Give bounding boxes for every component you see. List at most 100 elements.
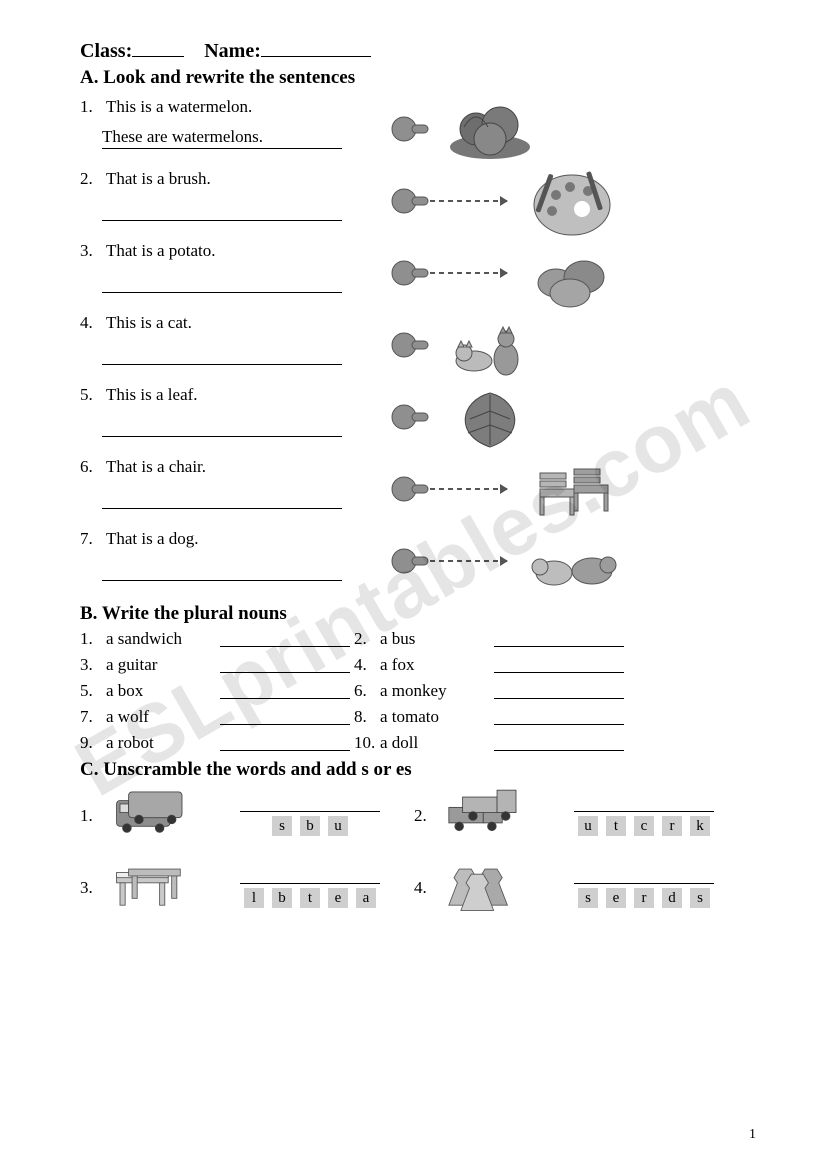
chairs-icon (522, 453, 622, 525)
unscramble-blank[interactable] (574, 868, 714, 884)
pointer-near-icon (390, 399, 434, 435)
item-number: 4. (414, 878, 436, 898)
palette-icon (522, 165, 622, 237)
potatoes-icon (522, 237, 622, 309)
unscramble-blank[interactable] (240, 796, 380, 812)
unscramble-image (440, 785, 540, 847)
question-row: 7. That is a dog. (80, 525, 756, 597)
letter-tile: d (662, 888, 682, 908)
noun-singular: a bus (380, 629, 490, 649)
question-row: 6. That is a chair. (80, 453, 756, 525)
item-number: 8. (354, 707, 376, 727)
answer-line[interactable] (102, 199, 342, 221)
noun-singular: a monkey (380, 681, 490, 701)
plural-blank[interactable] (494, 733, 624, 751)
question-row: 5. This is a leaf. (80, 381, 756, 453)
pointer-near-icon (390, 111, 434, 147)
item-number: 10. (354, 733, 376, 753)
pointer-far-icon (390, 255, 516, 291)
letter-tile: u (578, 816, 598, 836)
question-prompt: This is a cat. (106, 313, 192, 332)
question-prompt: This is a watermelon. (106, 97, 252, 116)
pointer-far-icon (390, 471, 516, 507)
item-number: 2. (354, 629, 376, 649)
item-number: 3. (80, 878, 102, 898)
letter-tile: b (272, 888, 292, 908)
item-number: 1. (80, 629, 102, 649)
letter-tiles: utcrk (578, 816, 710, 836)
letter-tile: u (328, 816, 348, 836)
noun-singular: a fox (380, 655, 490, 675)
question-prompt: That is a potato. (106, 241, 216, 260)
plural-blank[interactable] (494, 655, 624, 673)
cats-icon (440, 309, 540, 381)
item-number: 7. (80, 707, 102, 727)
item-number: 5. (80, 681, 102, 701)
letter-tile: c (634, 816, 654, 836)
plural-blank[interactable] (220, 629, 350, 647)
letter-tile: t (606, 816, 626, 836)
tables-icon (106, 857, 196, 919)
answer-line[interactable] (102, 343, 342, 365)
question-number: 6. (80, 457, 102, 477)
letter-tile: l (244, 888, 264, 908)
answer-line[interactable] (102, 559, 342, 581)
pointer-far-icon (390, 183, 516, 219)
dogs-icon (522, 525, 622, 597)
plural-blank[interactable] (220, 733, 350, 751)
plural-blank[interactable] (220, 655, 350, 673)
class-blank[interactable] (132, 56, 184, 57)
question-row: 3. That is a potato. (80, 237, 756, 309)
section-b-grid: 1. a sandwich 2. a bus 3. a guitar 4. a … (80, 629, 756, 753)
pointer-far-icon (390, 543, 516, 579)
noun-singular: a guitar (106, 655, 216, 675)
plural-blank[interactable] (494, 681, 624, 699)
question-number: 7. (80, 529, 102, 549)
noun-singular: a robot (106, 733, 216, 753)
letter-tile: a (356, 888, 376, 908)
trucks-icon (440, 785, 530, 847)
question-prompt: This is a leaf. (106, 385, 198, 404)
buses-icon (106, 785, 196, 847)
dresses-icon (440, 857, 530, 919)
section-a-title: A. Look and rewrite the sentences (80, 67, 756, 89)
question-number: 1. (80, 97, 102, 117)
question-number: 3. (80, 241, 102, 261)
plural-blank[interactable] (494, 629, 624, 647)
answer-line[interactable] (102, 487, 342, 509)
unscramble-image (106, 785, 206, 847)
letter-tile: s (272, 816, 292, 836)
noun-singular: a box (106, 681, 216, 701)
plural-blank[interactable] (494, 707, 624, 725)
answer-line[interactable] (102, 415, 342, 437)
question-row: 4. This is a cat. (80, 309, 756, 381)
answer-line[interactable] (102, 271, 342, 293)
item-number: 9. (80, 733, 102, 753)
item-number: 6. (354, 681, 376, 701)
class-label: Class: (80, 40, 132, 62)
letter-tiles: sbu (272, 816, 348, 836)
answer-line[interactable]: These are watermelons. (102, 127, 342, 149)
letter-tile: e (606, 888, 626, 908)
plural-blank[interactable] (220, 681, 350, 699)
watermelons-icon (440, 93, 540, 165)
question-number: 5. (80, 385, 102, 405)
item-number: 2. (414, 806, 436, 826)
question-number: 2. (80, 169, 102, 189)
question-prompt: That is a dog. (106, 529, 199, 548)
plural-blank[interactable] (220, 707, 350, 725)
letter-tiles: serds (578, 888, 710, 908)
section-c-title: C. Unscramble the words and add s or es (80, 759, 756, 781)
name-blank[interactable] (261, 56, 371, 57)
question-number: 4. (80, 313, 102, 333)
letter-tile: e (328, 888, 348, 908)
unscramble-blank[interactable] (240, 868, 380, 884)
noun-singular: a tomato (380, 707, 490, 727)
question-row: 2. That is a brush. (80, 165, 756, 237)
unscramble-image (440, 857, 540, 919)
leaves-icon (440, 381, 540, 453)
letter-tile: s (690, 888, 710, 908)
noun-singular: a doll (380, 733, 490, 753)
unscramble-blank[interactable] (574, 796, 714, 812)
letter-tiles: lbtea (244, 888, 376, 908)
